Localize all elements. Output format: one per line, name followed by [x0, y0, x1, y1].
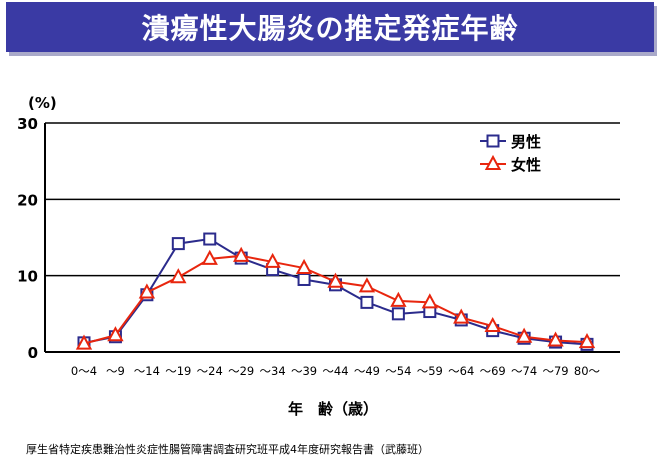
data-point-female	[264, 252, 281, 268]
x-tick-label: ～74	[511, 364, 537, 378]
data-point-female	[547, 331, 564, 347]
y-tick-label: 20	[17, 191, 38, 209]
x-tick-label: ～24	[197, 364, 223, 378]
data-point-male	[171, 237, 185, 251]
legend-marker-female	[484, 154, 502, 170]
series-line-1	[83, 237, 588, 346]
data-point-female	[107, 326, 124, 342]
data-point-female	[484, 316, 501, 333]
data-point-female	[295, 258, 313, 275]
x-tick-label: 0～4	[71, 364, 97, 378]
x-tick-label: ～14	[134, 364, 160, 378]
source-note: 厚生省特定疾患難治性炎症性腸管障害調査研究班平成4年度研究報告書（武藤班）	[26, 443, 429, 456]
y-tick-label: 30	[17, 115, 38, 133]
x-tick-label: ～64	[448, 364, 474, 378]
data-point-female	[578, 332, 596, 349]
title-bar: 潰瘍性大腸炎の推定発症年齢	[6, 2, 654, 52]
data-point-female	[233, 246, 250, 262]
data-point-male	[360, 295, 374, 309]
x-tick-label: ～54	[385, 364, 411, 378]
data-point-female	[327, 272, 344, 288]
data-point-female	[75, 334, 93, 350]
data-point-female	[170, 268, 187, 284]
x-tick-label: 80～	[574, 364, 601, 378]
series-line-2	[83, 254, 588, 345]
data-point-female	[390, 291, 407, 307]
data-point-female	[201, 249, 218, 265]
data-point-male	[203, 232, 217, 246]
x-tick-label: ～44	[322, 364, 348, 378]
x-tick-label: ～19	[165, 364, 191, 378]
y-tick-label: 10	[17, 268, 38, 286]
x-tick-label: ～39	[291, 364, 317, 378]
legend-label: 女性	[511, 156, 541, 174]
x-tick-label: ～59	[417, 364, 443, 378]
data-point-female	[421, 293, 438, 309]
data-point-male	[297, 272, 311, 286]
x-tick-label: ～29	[228, 364, 254, 378]
page-title: 潰瘍性大腸炎の推定発症年齢	[141, 12, 519, 45]
data-point-female	[515, 327, 533, 343]
data-point-female	[358, 277, 376, 293]
data-point-female	[453, 308, 470, 324]
legend-marker-male	[486, 134, 500, 148]
data-point-female	[138, 283, 156, 299]
x-tick-label: ～79	[542, 364, 568, 378]
y-axis-unit-label: (%)	[28, 94, 57, 112]
x-axis-title: 年 齢（歳）	[288, 400, 378, 418]
y-tick-label: 0	[28, 344, 38, 362]
x-tick-label: ～9	[106, 364, 125, 378]
data-point-male	[391, 307, 405, 321]
legend-label: 男性	[511, 133, 541, 151]
x-tick-label: ～69	[480, 364, 506, 378]
x-tick-label: ～49	[354, 364, 380, 378]
x-tick-label: ～34	[260, 364, 286, 378]
